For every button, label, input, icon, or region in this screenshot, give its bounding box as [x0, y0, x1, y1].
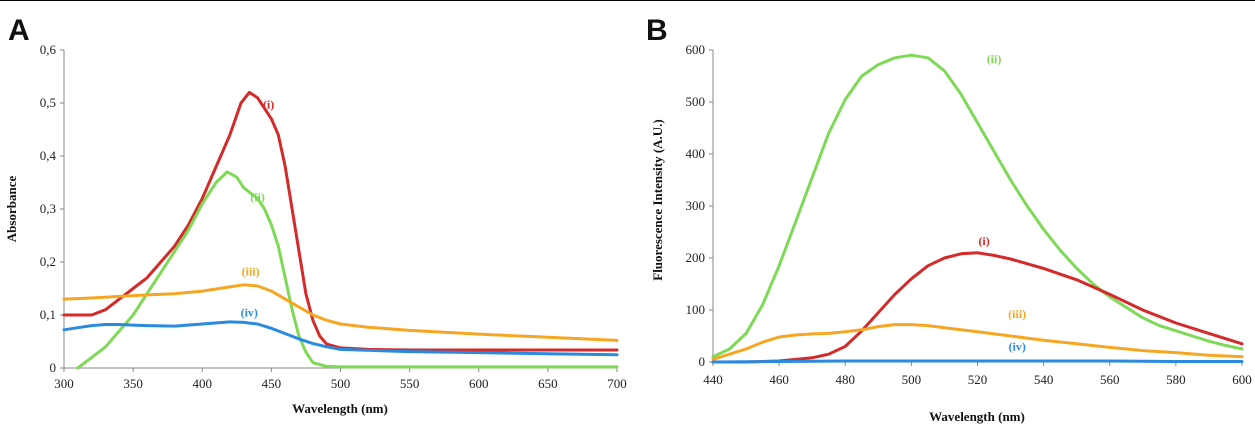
x-tick-label-a: 400	[193, 376, 213, 391]
panel-letter-a: A	[8, 14, 30, 47]
x-tick-label-a: 600	[469, 376, 489, 391]
panel-letter-b: B	[646, 14, 668, 47]
y-tick-label-a: 0,5	[40, 95, 56, 110]
series-label-b-iv: (iv)	[1009, 340, 1026, 354]
y-tick-label-a: 0	[50, 360, 57, 375]
x-tick-label-b: 560	[1100, 372, 1120, 387]
x-tick-label-b: 600	[1232, 372, 1252, 387]
y-axis-label-a: Absorbance	[4, 176, 19, 243]
x-tick-label-a: 300	[54, 376, 74, 391]
series-label-a-iii: (iii)	[242, 264, 260, 278]
series-line-a-ii	[76, 170, 619, 370]
y-tick-label-a: 0,4	[40, 148, 57, 163]
x-axis-label-a: Wavelength (nm)	[292, 401, 388, 416]
y-tick-label-b: 0	[699, 354, 706, 369]
y-tick-label-a: 0,3	[40, 201, 56, 216]
chart-panel-b: Wavelength (nm) Fluorescence Intensity (…	[650, 42, 1252, 424]
y-tick-label-a: 0,6	[40, 42, 57, 57]
x-tick-label-a: 550	[400, 376, 420, 391]
y-tick-label-b: 200	[686, 250, 706, 265]
x-tick-label-a: 650	[538, 376, 558, 391]
y-tick-label-a: 0,1	[40, 307, 56, 322]
chart-panel-a: Wavelength (nm) Absorbance 300 350 400 450 5…	[4, 42, 627, 416]
x-tick-label-b: 460	[769, 372, 789, 387]
y-tick-label-b: 100	[686, 302, 706, 317]
series-line-b-iv	[711, 359, 1244, 364]
series-line-b-ii	[711, 53, 1244, 359]
x-tick-label-b: 480	[836, 372, 856, 387]
x-tick-label-b: 580	[1166, 372, 1186, 387]
series-label-b-i: (i)	[978, 234, 989, 248]
y-tick-label-b: 400	[686, 146, 706, 161]
x-tick-label-b: 500	[902, 372, 922, 387]
x-tick-label-a: 450	[262, 376, 282, 391]
y-tick-label-a: 0,2	[40, 254, 56, 269]
top-border	[0, 0, 1255, 1]
series-line-a-iii	[62, 283, 619, 342]
series-label-b-ii: (ii)	[987, 52, 1002, 66]
y-axis-label-b: Fluorescence Intensity (A.U.)	[650, 119, 665, 281]
x-tick-label-b: 520	[968, 372, 988, 387]
series-line-b-iii	[711, 323, 1244, 361]
series-line-b-i	[711, 251, 1244, 364]
x-tick-label-b: 540	[1034, 372, 1054, 387]
series-line-a-i	[62, 90, 619, 352]
x-tick-label-a: 500	[331, 376, 351, 391]
series-line-a-iv	[62, 320, 619, 357]
y-tick-label-b: 600	[686, 42, 706, 57]
series-label-a-i: (i)	[263, 97, 274, 111]
y-tick-label-b: 300	[686, 198, 706, 213]
x-tick-label-a: 700	[607, 376, 627, 391]
series-label-a-iv: (iv)	[241, 306, 258, 320]
x-axis-label-b: Wavelength (nm)	[929, 409, 1025, 424]
y-tick-label-b: 500	[686, 94, 706, 109]
series-label-a-ii: (ii)	[250, 190, 265, 204]
x-tick-label-b: 440	[703, 372, 723, 387]
x-tick-label-a: 350	[123, 376, 143, 391]
series-label-b-iii: (iii)	[1008, 307, 1026, 321]
